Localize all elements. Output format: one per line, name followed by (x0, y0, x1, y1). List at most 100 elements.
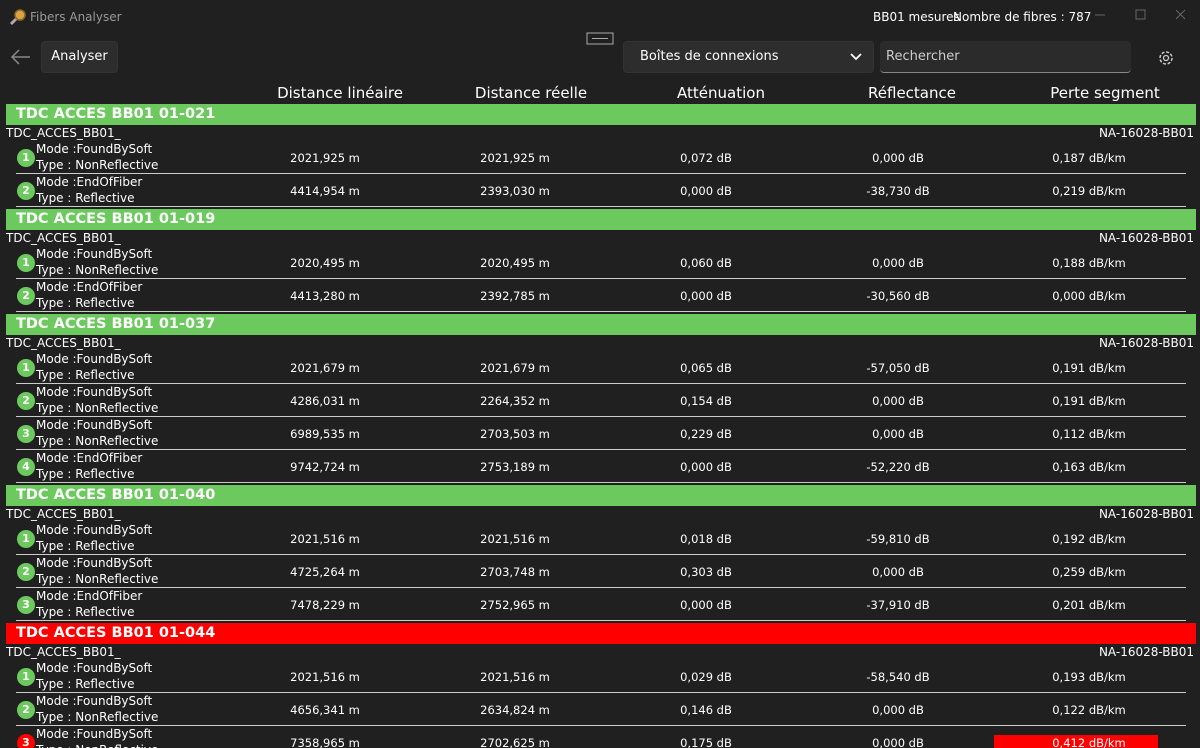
event-value: 7478,229 m (290, 598, 360, 612)
event-value: 4725,264 m (290, 565, 360, 579)
event-value: 0,187 dB/km (1052, 151, 1126, 165)
event-value: 2021,516 m (290, 532, 360, 546)
event-value: 0,229 dB (680, 427, 732, 441)
event-badge: 1 (17, 254, 35, 272)
settings-button[interactable] (1157, 49, 1175, 67)
group-fiber-id: TDC_ACCES_BB01_ (6, 645, 121, 659)
event-type: Type : NonReflective (36, 263, 159, 277)
event-type: Type : Reflective (36, 296, 135, 310)
event-value: 0,191 dB/km (1052, 361, 1126, 375)
group-reference: NA-16028-BB01 (1098, 231, 1194, 245)
event-badge: 2 (17, 182, 35, 200)
row-separator (16, 449, 1186, 450)
search-input[interactable]: Rechercher (880, 41, 1131, 73)
column-header: Distance réelle (474, 84, 588, 102)
event-value: 0,122 dB/km (1052, 703, 1126, 717)
event-value: 0,000 dB (872, 565, 924, 579)
app-icon (9, 9, 26, 26)
event-value: 0,029 dB (680, 670, 732, 684)
event-value: 0,000 dB (872, 736, 924, 748)
group-fiber-id: TDC_ACCES_BB01_ (6, 507, 121, 521)
column-header: Perte segment (1050, 84, 1160, 102)
event-type: Type : NonReflective (36, 572, 159, 586)
event-value: 2703,503 m (480, 427, 550, 441)
event-type: Type : Reflective (36, 539, 135, 553)
event-type: Type : Reflective (36, 605, 135, 619)
panel-toggle[interactable] (586, 32, 614, 46)
column-header: Réflectance (868, 84, 956, 102)
analyse-button[interactable]: Analyser (41, 41, 118, 73)
alert-cell (994, 735, 1158, 748)
event-value: 2264,352 m (480, 394, 550, 408)
group-header (6, 104, 1196, 125)
group-title: TDC ACCES BB01 01-019 (16, 211, 216, 227)
category-dropdown[interactable]: Boîtes de connexions (623, 41, 874, 73)
event-mode: Mode :FoundBySoft (36, 727, 153, 741)
fiber-count: Nombre de fibres : 787 (953, 10, 1092, 24)
event-mode: Mode :FoundBySoft (36, 352, 153, 366)
group-header (6, 485, 1196, 506)
window-controls[interactable] (1085, 5, 1195, 25)
event-value: 0,000 dB (872, 256, 924, 270)
event-value: 0,193 dB/km (1052, 670, 1126, 684)
event-value: 4414,954 m (290, 184, 360, 198)
event-value: 0,060 dB (680, 256, 732, 270)
event-value: 0,000 dB (872, 394, 924, 408)
event-value: 0,303 dB (680, 565, 732, 579)
group-reference: NA-16028-BB01 (1098, 336, 1194, 350)
event-mode: Mode :FoundBySoft (36, 661, 153, 675)
group-fiber-id: TDC_ACCES_BB01_ (6, 336, 121, 350)
event-badge: 2 (17, 701, 35, 719)
column-header: Atténuation (677, 84, 765, 102)
event-mode: Mode :FoundBySoft (36, 523, 153, 537)
event-value: 7358,965 m (290, 736, 360, 748)
event-value: -37,910 dB (866, 598, 930, 612)
group-fiber-id: TDC_ACCES_BB01_ (6, 126, 121, 140)
event-value: 0,192 dB/km (1052, 532, 1126, 546)
row-separator (16, 173, 1186, 174)
row-separator (16, 206, 1186, 207)
event-value: 0,219 dB/km (1052, 184, 1126, 198)
group-title: TDC ACCES BB01 01-037 (16, 316, 216, 332)
event-badge: 1 (17, 668, 35, 686)
event-value: 0,000 dB (872, 703, 924, 717)
column-header: Distance linéaire (277, 84, 403, 102)
row-separator (16, 383, 1186, 384)
event-type: Type : Reflective (36, 368, 135, 382)
event-badge: 3 (17, 425, 35, 443)
event-value: 2634,824 m (480, 703, 550, 717)
event-value: -30,560 dB (866, 289, 930, 303)
event-value: 0,000 dB (680, 184, 732, 198)
group-reference: NA-16028-BB01 (1098, 645, 1194, 659)
event-mode: Mode :FoundBySoft (36, 142, 153, 156)
group-reference: NA-16028-BB01 (1098, 126, 1194, 140)
event-value: 2021,679 m (290, 361, 360, 375)
event-value: 2021,516 m (480, 670, 550, 684)
event-value: 2392,785 m (480, 289, 550, 303)
event-value: 2752,965 m (480, 598, 550, 612)
event-value: 0,000 dB (680, 598, 732, 612)
event-value: 2021,925 m (480, 151, 550, 165)
group-fiber-id: TDC_ACCES_BB01_ (6, 231, 121, 245)
dropdown-chevron (850, 53, 862, 61)
event-value: 2021,516 m (480, 532, 550, 546)
event-badge: 1 (17, 149, 35, 167)
event-value: 0,154 dB (680, 394, 732, 408)
row-separator (16, 311, 1186, 312)
event-badge: 3 (17, 596, 35, 614)
row-separator (16, 278, 1186, 279)
event-value: 0,072 dB (680, 151, 732, 165)
event-value: 0,412 dB/km (1052, 736, 1126, 748)
back-button[interactable] (10, 47, 32, 67)
event-badge: 2 (17, 563, 35, 581)
event-value: -57,050 dB (866, 361, 930, 375)
event-value: -52,220 dB (866, 460, 930, 474)
event-value: 4286,031 m (290, 394, 360, 408)
group-header (6, 209, 1196, 230)
event-mode: Mode :EndOfFiber (36, 589, 143, 603)
event-badge: 3 (17, 734, 35, 748)
event-value: 4656,341 m (290, 703, 360, 717)
row-separator (16, 620, 1186, 621)
event-value: 0,000 dB (680, 289, 732, 303)
